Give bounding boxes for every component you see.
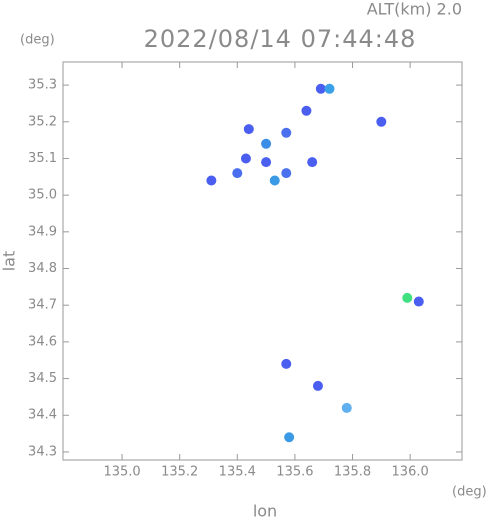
x-tick-label: 135.4 [219,465,256,480]
y-tick-label: 34.8 [28,261,57,276]
chart-title: 2022/08/14 07:44:48 [144,25,417,53]
plot-frame [62,61,463,461]
x-axis-label: lon [253,502,277,521]
echo-cell [324,83,335,94]
echo-cell [232,168,243,179]
x-unit: (deg) [452,485,487,500]
x-tick-label: 135.6 [276,465,313,480]
echo-cell [402,292,413,303]
echo-cell [261,138,272,149]
echo-cell [240,153,251,164]
y-tick-label: 34.5 [28,371,57,386]
echo-cell [341,402,352,413]
altitude: ALT(km) 2.0 [367,0,462,19]
y-tick-label: 35.2 [28,114,57,129]
y-tick-label: 34.9 [28,224,57,239]
echo-cell [261,157,272,168]
y-tick-label: 34.7 [28,298,57,313]
echo-cell [376,116,387,127]
y-tick-label: 35.0 [28,188,57,203]
x-tick-label: 136.0 [392,465,429,480]
echo-cell [301,105,312,116]
y-tick-label: 35.3 [28,78,57,93]
x-tick-label: 135.2 [161,465,198,480]
y-tick-label: 34.6 [28,334,57,349]
echo-cell [281,127,292,138]
echo-cell [315,83,326,94]
echo-cell [281,358,292,369]
y-axis-label: lat [0,251,19,272]
x-tick-label: 135.0 [103,465,140,480]
echo-cell [269,175,280,186]
echo-cell [281,168,292,179]
echo-cell [312,380,323,391]
y-tick-label: 35.1 [28,151,57,166]
y-tick-label: 34.3 [28,444,57,459]
x-tick-label: 135.8 [334,465,371,480]
echo-cell [413,296,424,307]
echo-cell [243,124,254,135]
echo-cell [206,175,217,186]
y-unit: (deg) [20,33,55,48]
echo-cell [284,432,295,443]
echo-cell [307,157,318,168]
y-tick-label: 34.4 [28,408,57,423]
